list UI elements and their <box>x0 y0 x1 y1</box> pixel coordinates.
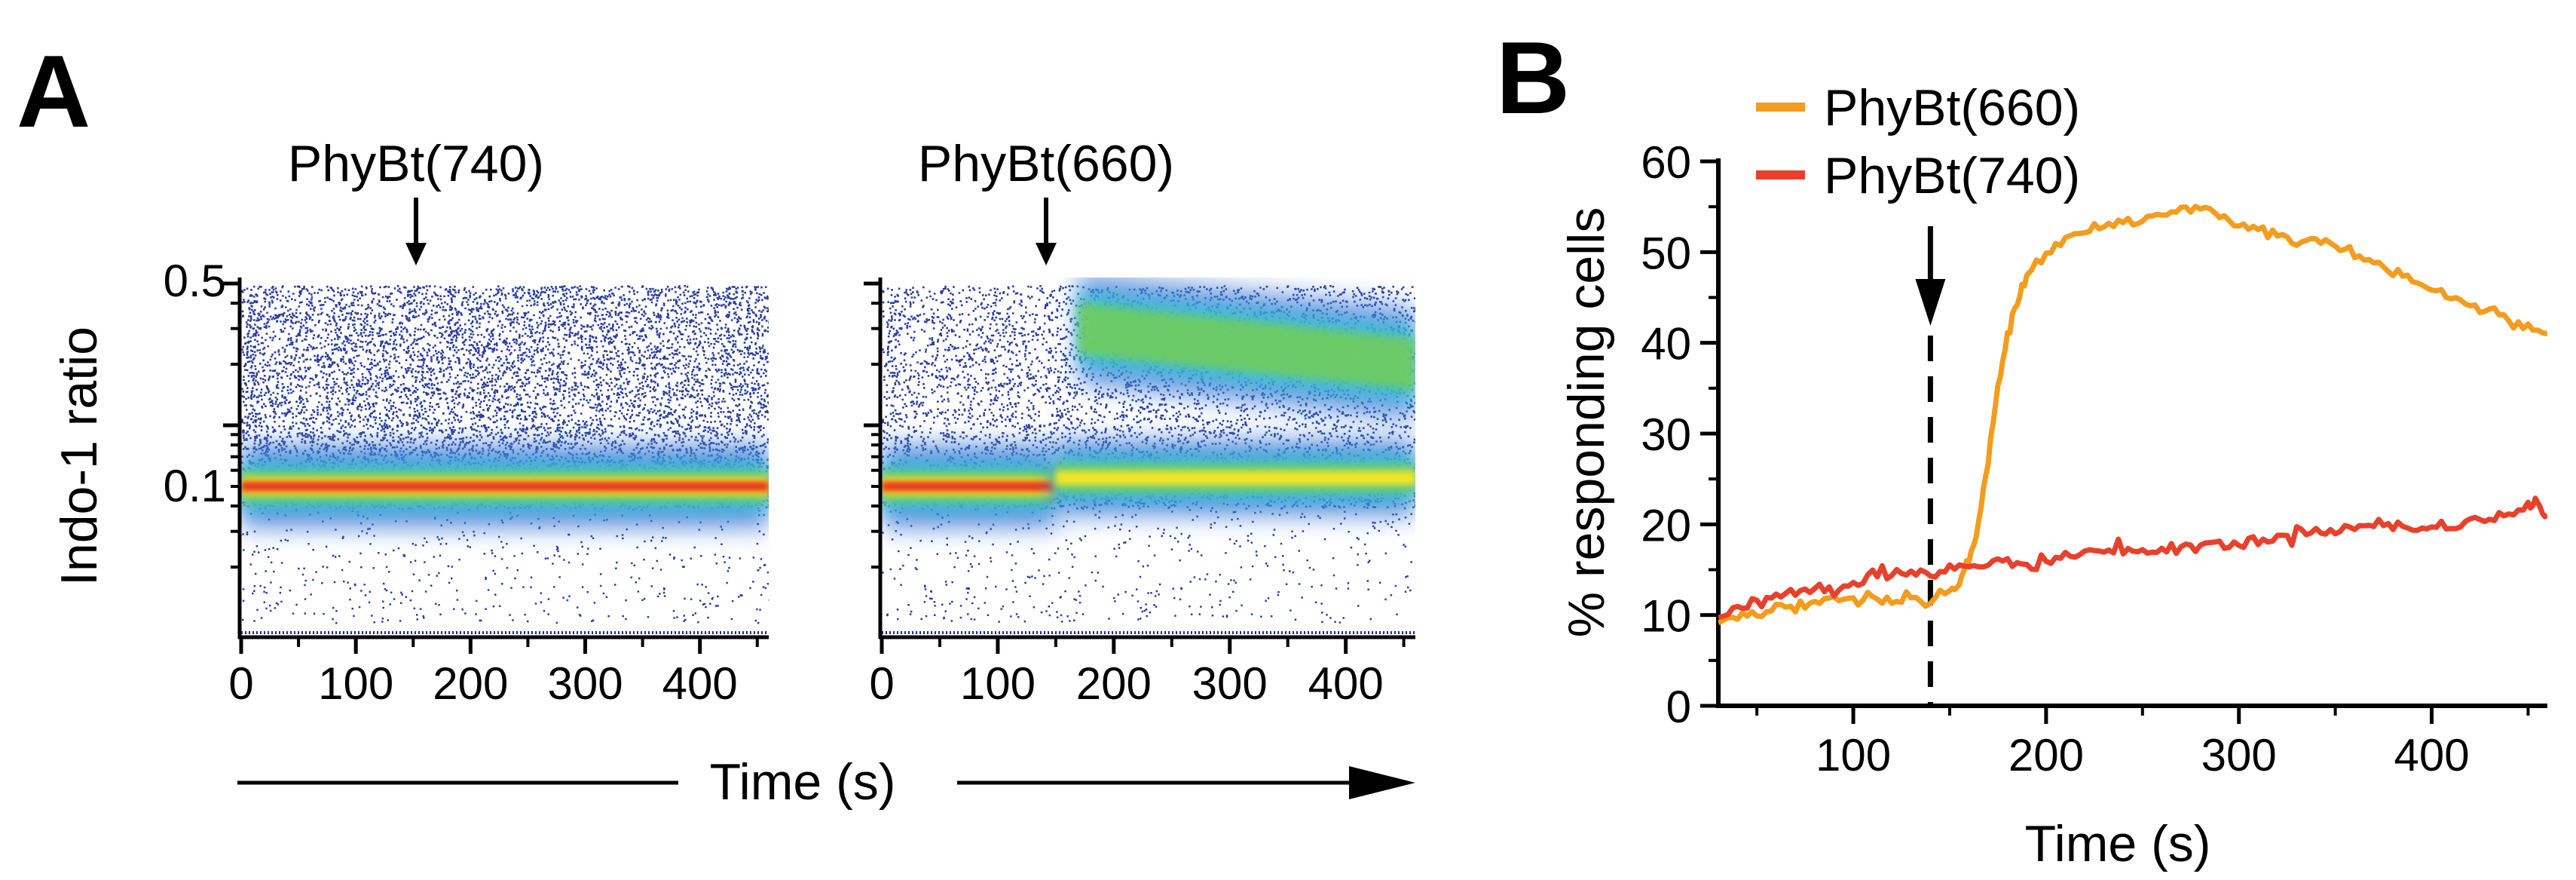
y-tick-label: 30 <box>1641 409 1691 460</box>
line-series <box>1718 204 2547 626</box>
panel-a-letter: A <box>17 34 90 149</box>
panel-a-ytick-label: 0.5 <box>164 256 226 306</box>
heatmap-2-density <box>882 277 1415 528</box>
panel-a-ylabel: Indo-1 ratio <box>50 327 108 586</box>
stimulus-arrow-1 <box>405 198 427 265</box>
panel-a-ytick-label: 0.1 <box>164 461 226 511</box>
time-arrowhead <box>1349 766 1415 799</box>
heatmap-2-axes: 0 100 200 300 400 <box>864 277 1415 709</box>
heatmap-plot-1: 0 100 200 300 400 PhyBt(740) <box>223 135 769 709</box>
x-tick-label: 100 <box>960 658 1036 709</box>
x-tick-label: 0 <box>228 658 253 709</box>
density-band <box>241 481 769 492</box>
line-chart: 0 10 20 30 40 50 60 100 200 300 400 % responding c… <box>1558 79 2547 872</box>
heatmap-1-density <box>241 444 769 528</box>
y-tick-label: 10 <box>1641 591 1691 642</box>
arrow-label-phybt740: PhyBt(740) <box>288 135 544 192</box>
x-tick-label: 300 <box>2201 730 2277 780</box>
stimulus-marker <box>1915 226 1946 706</box>
arrow-label-phybt660: PhyBt(660) <box>918 135 1174 192</box>
panel-a-time-axis: Time (s) <box>237 753 1415 811</box>
panel-a-xlabel: Time (s) <box>710 753 896 811</box>
line-chart-ylabel: % responding cells <box>1558 207 1615 638</box>
legend-entry: PhyBt(660) <box>1824 79 2080 136</box>
y-tick-label: 40 <box>1641 319 1691 369</box>
heatmap-plot-2: 0 100 200 300 400 PhyBt(660) <box>864 135 1415 709</box>
heatmap-1-axes: 0 100 200 300 400 <box>223 277 769 709</box>
panel-a-yaxis-ticks: 0.5 0.1 <box>164 256 226 511</box>
x-tick-label: 100 <box>1816 730 1891 780</box>
legend: PhyBt(660) PhyBt(740) <box>1756 79 2080 204</box>
x-tick-label: 100 <box>318 658 393 709</box>
density-band <box>882 481 1056 492</box>
stimulus-arrow-2 <box>1036 198 1057 265</box>
line-chart-axes: 0 10 20 30 40 50 60 100 200 300 400 <box>1641 137 2547 780</box>
x-tick-label: 300 <box>547 658 623 709</box>
x-tick-label: 200 <box>2008 730 2084 780</box>
stimulus-arrowhead <box>1915 279 1946 326</box>
line-chart-xlabel: Time (s) <box>2025 815 2211 872</box>
x-tick-label: 300 <box>1192 658 1268 709</box>
heatmap-1-scatter <box>241 285 769 634</box>
series-line-phybt-740 <box>1718 495 2547 621</box>
x-tick-label: 400 <box>1308 658 1384 709</box>
y-tick-label: 20 <box>1641 500 1691 550</box>
heatmap-2-scatter <box>882 285 1415 634</box>
series-line-phybt-660 <box>1718 204 2547 626</box>
x-tick-label: 400 <box>2394 730 2469 780</box>
density-band <box>1078 302 1415 391</box>
y-tick-label: 0 <box>1666 682 1691 732</box>
panel-b-letter: B <box>1496 20 1570 135</box>
y-tick-label: 60 <box>1641 137 1691 188</box>
density-band <box>1055 471 1415 485</box>
x-tick-label: 400 <box>662 658 738 709</box>
x-tick-label: 0 <box>869 658 894 709</box>
y-tick-label: 50 <box>1641 228 1691 278</box>
x-tick-label: 200 <box>433 658 508 709</box>
legend-entry: PhyBt(740) <box>1824 147 2080 204</box>
x-tick-label: 200 <box>1076 658 1152 709</box>
